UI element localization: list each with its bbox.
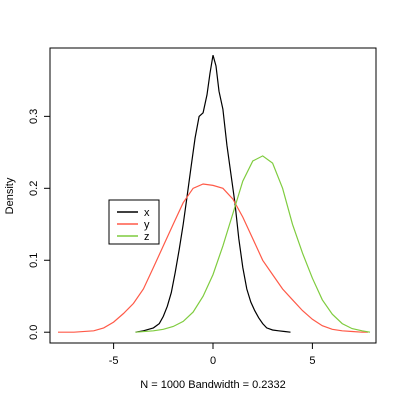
legend: xyz <box>108 199 160 245</box>
series-y-line <box>58 183 368 333</box>
x-axis: -5 0 5 <box>109 342 315 367</box>
series-z-line <box>135 155 371 333</box>
y-tick-label: 0.2 <box>28 181 40 196</box>
x-tick-label: 0 <box>210 355 216 367</box>
y-axis-label: Density <box>4 177 16 214</box>
y-tick-label: 0.3 <box>28 109 40 124</box>
y-axis: 0.0 0.1 0.2 0.3 <box>28 109 51 340</box>
y-tick-label: 0.1 <box>28 253 40 268</box>
plot-frame <box>49 47 377 344</box>
density-curves <box>58 55 371 333</box>
y-tick-label: 0.0 <box>28 325 40 340</box>
legend-label-x: x <box>144 207 150 219</box>
series-x-line <box>135 55 291 333</box>
legend-box <box>108 199 160 245</box>
legend-label-z: z <box>144 231 150 243</box>
x-tick-label: 5 <box>309 355 315 367</box>
legend-label-y: y <box>144 219 150 231</box>
x-tick-label: -5 <box>109 355 119 367</box>
x-axis-label: N = 1000 Bandwidth = 0.2332 <box>140 379 286 391</box>
